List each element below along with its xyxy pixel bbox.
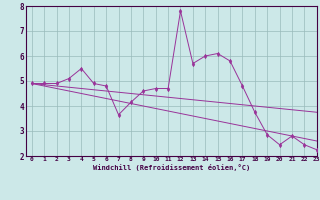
X-axis label: Windchill (Refroidissement éolien,°C): Windchill (Refroidissement éolien,°C): [92, 164, 250, 171]
